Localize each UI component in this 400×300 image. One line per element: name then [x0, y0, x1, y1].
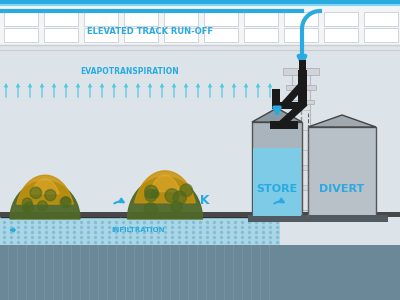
Circle shape [45, 190, 56, 201]
Circle shape [60, 197, 71, 208]
Circle shape [165, 189, 179, 202]
Text: STORE: STORE [256, 184, 298, 194]
Bar [364, 12, 398, 26]
Bar [164, 28, 198, 42]
Bar [4, 12, 38, 26]
Circle shape [180, 184, 192, 197]
Polygon shape [128, 177, 202, 219]
Bar [308, 127, 376, 217]
Bar [252, 122, 302, 217]
Bar [0, 0, 400, 45]
Polygon shape [252, 108, 302, 122]
Bar [84, 12, 118, 26]
Bar [244, 28, 278, 42]
Bar [0, 50, 400, 70]
Polygon shape [17, 175, 73, 204]
Bar [299, 60, 306, 85]
Circle shape [38, 201, 48, 211]
Text: ELEVATED TRACK RUN-OFF: ELEVATED TRACK RUN-OFF [87, 28, 213, 37]
Bar [204, 12, 238, 26]
Circle shape [173, 191, 186, 204]
Bar [244, 12, 278, 26]
Bar [284, 12, 318, 26]
Bar [286, 85, 316, 90]
Bar [44, 12, 78, 26]
Circle shape [22, 198, 32, 208]
Bar [364, 28, 398, 42]
Bar [84, 28, 118, 42]
Circle shape [145, 185, 158, 198]
Text: SOAK: SOAK [171, 194, 209, 208]
Bar [288, 100, 314, 104]
Polygon shape [308, 115, 376, 127]
Bar [0, 245, 400, 300]
Bar [0, 45, 400, 50]
Text: DIVERT: DIVERT [319, 184, 365, 194]
Bar [0, 215, 280, 245]
Text: EVAPOTRANSPIRATION: EVAPOTRANSPIRATION [81, 68, 179, 76]
Bar [164, 12, 198, 26]
Bar [283, 68, 319, 75]
Bar [324, 28, 358, 42]
Bar [324, 12, 358, 26]
Bar [248, 215, 388, 222]
Polygon shape [135, 171, 195, 203]
Circle shape [62, 197, 70, 205]
Bar [298, 70, 307, 105]
Bar [204, 28, 238, 42]
Bar [283, 185, 319, 190]
Circle shape [171, 201, 182, 212]
Circle shape [22, 205, 30, 212]
Polygon shape [150, 175, 180, 191]
Bar [285, 165, 317, 170]
Bar [4, 28, 38, 42]
Circle shape [24, 202, 34, 212]
Circle shape [144, 203, 157, 216]
Bar [270, 121, 298, 129]
Circle shape [30, 187, 42, 199]
Bar [275, 102, 303, 109]
Bar [253, 148, 301, 216]
Bar [44, 28, 78, 42]
Bar [124, 28, 158, 42]
Polygon shape [10, 181, 80, 219]
Bar [0, 212, 400, 217]
Bar [292, 70, 310, 210]
Bar [124, 12, 158, 26]
Polygon shape [276, 105, 307, 125]
Bar [284, 28, 318, 42]
Polygon shape [280, 85, 306, 105]
Bar [0, 213, 400, 217]
Circle shape [145, 189, 157, 201]
Polygon shape [31, 179, 59, 194]
Circle shape [151, 190, 159, 198]
Bar [272, 89, 280, 109]
Text: INFILTRATION: INFILTRATION [111, 227, 165, 233]
